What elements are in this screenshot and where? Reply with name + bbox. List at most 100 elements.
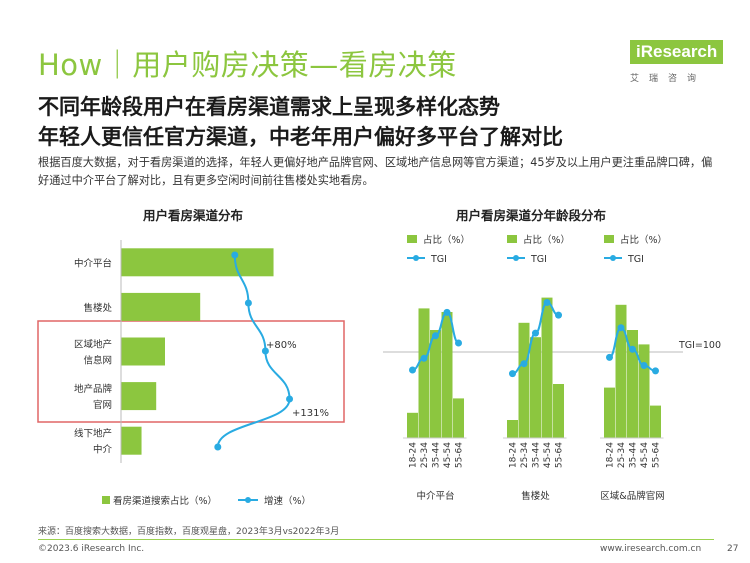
tgi-reference-label: TGI=100: [678, 340, 721, 351]
footer-copyright: ©2023.6 iResearch Inc.: [38, 544, 145, 554]
group-1-tick-5: 55-64: [455, 442, 465, 468]
iresearch-logo: iResearch 艾瑞咨询: [618, 40, 724, 86]
legend-2-bar-swatch: [507, 235, 517, 243]
legend-2-line-label: TGI: [530, 254, 547, 265]
footer-source: 来源：百度搜索大数据，百度指数，百度观星盘，2023年3月vs2022年3月: [38, 527, 340, 537]
bar-2: [121, 292, 201, 321]
legend-bar-label: 看房渠道搜索占比（%）: [113, 495, 217, 507]
headline-line-1: 不同年龄段用户在看房渠道需求上呈现多样化态势: [38, 95, 500, 119]
legend-bar-swatch: [102, 496, 110, 504]
annotation-131: +131%: [292, 408, 329, 419]
group-1-tick-1: 18-24: [409, 442, 419, 468]
group-2-tick-4: 45-54: [543, 442, 553, 468]
group-2-tick-3: 35-44: [532, 442, 542, 468]
group-1-bar-3: [430, 330, 441, 438]
group-2-tick-1: 18-24: [509, 442, 519, 468]
growth-point-3: [261, 347, 269, 355]
group-1-tgi-point-1: [409, 366, 416, 374]
legend-1-bar-swatch: [407, 235, 417, 243]
growth-point-4: [286, 395, 294, 403]
group-3-bar-1: [604, 387, 615, 438]
logo-subtitle: 艾瑞咨询: [629, 74, 706, 84]
group-1-tick-4: 45-54: [443, 442, 453, 468]
group-3-name: 区域&品牌官网: [600, 490, 664, 502]
group-3-tick-4: 45-54: [640, 442, 650, 468]
group-2-tgi-point-4: [543, 299, 551, 306]
category-label-3: 区域地产信息网: [74, 339, 112, 367]
group-1-tgi-point-4: [443, 308, 451, 316]
page-title: How｜用户购房决策—看房决策: [38, 48, 457, 82]
growth-line: [216, 254, 291, 448]
annotation-80: +80%: [266, 340, 297, 351]
group-1-bar-4: [441, 312, 453, 438]
legend-3-bar-swatch: [604, 235, 614, 243]
legend-line-label: 增速（%）: [264, 495, 311, 507]
group-2-tgi-point-5: [555, 311, 562, 319]
group-3-bar-4: [638, 344, 650, 438]
headline-line-2: 年轻人更信任官方渠道，中老年用户偏好多平台了解对比: [38, 125, 563, 149]
legend-1-line-label: TGI: [430, 254, 447, 265]
group-3-tgi-point-4: [640, 362, 648, 369]
group-2-tick-5: 55-64: [555, 442, 565, 468]
bar-4: [121, 382, 157, 411]
page-number: 27: [727, 544, 739, 554]
right-chart-title: 用户看房渠道分年龄段分布: [456, 208, 607, 223]
logo-wordmark: iResearch: [630, 40, 724, 64]
growth-point-1: [231, 251, 239, 259]
group-2-bar-2: [518, 322, 530, 438]
footer-website[interactable]: www.iresearch.com.cn: [600, 544, 702, 554]
legend-3-line-label: TGI: [627, 254, 644, 265]
highlight-box: [37, 320, 345, 423]
group-2-tgi-point-2: [520, 360, 528, 368]
group-3-tgi-point-5: [652, 367, 659, 375]
group-3-bar-5: [650, 405, 661, 438]
group-2-bar-1: [507, 420, 518, 438]
group-1-tick-2: 25-34: [420, 442, 430, 468]
category-label-1: 中介平台: [74, 257, 112, 269]
legend-2-bar-label: 占比（%）: [523, 234, 570, 246]
group-1-name: 中介平台: [416, 490, 454, 502]
group-3-tick-5: 55-64: [652, 442, 662, 468]
footer-divider: [38, 539, 714, 540]
group-2-bar-5: [553, 384, 564, 438]
group-3-tick-3: 35-44: [629, 442, 639, 468]
growth-point-2: [244, 299, 252, 307]
group-3-tgi-point-1: [606, 353, 613, 361]
group-2-name: 售楼处: [521, 490, 550, 502]
group-1-tgi-point-3: [432, 332, 439, 340]
growth-point-5: [214, 443, 222, 451]
group-2-bar-4: [541, 297, 553, 438]
group-3-bar-3: [627, 330, 638, 438]
group-2-tick-2: 25-34: [520, 442, 530, 468]
group-1-tgi-point-5: [455, 339, 462, 347]
group-2-bar-3: [530, 337, 541, 438]
group-3-tgi-point-3: [629, 345, 636, 353]
legend-1-bar-label: 占比（%）: [423, 234, 470, 246]
category-label-5: 线下地产中介: [74, 428, 113, 456]
group-3-tick-2: 25-34: [617, 442, 627, 468]
group-1-bar-1: [407, 412, 418, 438]
legend-3-line-marker: [610, 255, 616, 261]
category-label-2: 售楼处: [83, 302, 112, 314]
group-2-tgi-point-3: [532, 329, 539, 337]
group-3-tick-1: 18-24: [606, 442, 616, 468]
group-1-bar-2: [418, 308, 430, 438]
legend-3-bar-label: 占比（%）: [620, 234, 667, 246]
group-2-tgi-point-1: [509, 370, 516, 378]
category-label-4: 地产品牌官网: [74, 383, 113, 411]
bar-5: [121, 426, 142, 455]
description-text: 根据百度大数据，对于看房渠道的选择，年轻人更偏好地产品牌官网、区域地产信息网等官…: [38, 156, 713, 187]
group-1-tick-3: 35-44: [432, 442, 442, 468]
bar-3: [121, 337, 165, 366]
group-3-tgi-point-2: [617, 324, 625, 332]
left-chart-title: 用户看房渠道分布: [143, 208, 244, 223]
group-1-tgi-point-2: [420, 354, 428, 362]
legend-line-marker: [245, 497, 251, 503]
group-3-bar-2: [615, 304, 627, 438]
legend-1-line-marker: [413, 255, 419, 261]
legend-2-line-marker: [513, 255, 519, 261]
bar-1: [121, 248, 274, 277]
group-1-bar-5: [453, 398, 464, 438]
